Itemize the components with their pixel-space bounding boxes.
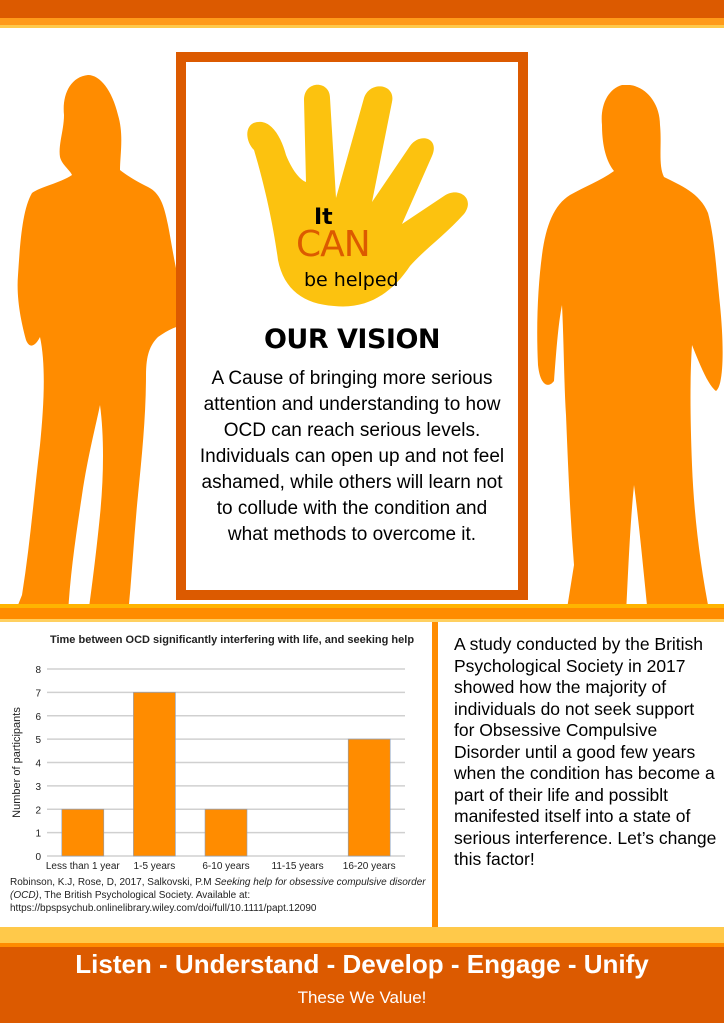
bar: [133, 692, 176, 857]
citation-authors: Robinson, K.J, Rose, D, 2017, Salkovski,…: [10, 877, 215, 888]
logo-text-can: CAN: [296, 224, 371, 265]
y-tick-label: 6: [35, 712, 41, 723]
bottom-band: [0, 927, 724, 947]
logo-text-it: It: [314, 205, 333, 230]
top-bar: [0, 0, 724, 18]
citation-title: Seeking help for obsessive compulsive di…: [10, 877, 426, 901]
x-tick-label: 6-10 years: [202, 861, 249, 872]
footer: Listen - Understand - Develop - Engage -…: [0, 947, 724, 1023]
man-silhouette-icon: [537, 85, 723, 615]
citation: Robinson, K.J, Rose, D, 2017, Salkovski,…: [10, 876, 430, 915]
bar: [347, 738, 391, 857]
hand-icon: [247, 84, 468, 307]
y-tick-label: 8: [35, 665, 41, 676]
top-stripe: [0, 18, 724, 28]
y-tick-label: 4: [35, 759, 41, 770]
vertical-divider: [432, 622, 438, 947]
footer-values: Listen - Understand - Develop - Engage -…: [75, 949, 649, 979]
x-tick-label: Less than 1 year: [46, 861, 121, 872]
middle-band: [0, 604, 724, 622]
x-tick-label: 1-5 years: [134, 861, 176, 872]
bar: [61, 808, 105, 857]
bar-chart: 0 1 2 3 4 5 6 7 8 Number of participants Less than…: [11, 665, 405, 872]
footer-tagline: These We Value!: [297, 988, 427, 1007]
study-text: A study conducted by the British Psychol…: [454, 634, 717, 869]
woman-silhouette-icon: [14, 75, 190, 615]
vision-text: A Cause of bringing more serious attenti…: [199, 368, 505, 545]
y-axis-label: Number of participants: [11, 707, 23, 818]
y-tick-label: 5: [35, 735, 41, 746]
bar: [204, 808, 248, 857]
chart-title: Time between OCD significantly interferi…: [49, 634, 415, 646]
y-tick-label: 2: [35, 805, 41, 816]
x-tick-label: 16-20 years: [343, 861, 396, 872]
y-tick-label: 1: [35, 829, 41, 840]
logo-text-helped: be helped: [304, 269, 399, 291]
x-tick-label: 11-15 years: [272, 861, 324, 872]
y-tick-label: 7: [35, 688, 41, 699]
vision-frame: It CAN be helped OUR VISION A Cause of b…: [176, 52, 528, 600]
vision-title: OUR VISION: [263, 324, 441, 355]
y-tick-label: 3: [35, 782, 41, 793]
citation-rest: , The British Psychological Society. Ava…: [10, 890, 317, 914]
y-tick-label: 0: [35, 852, 41, 863]
